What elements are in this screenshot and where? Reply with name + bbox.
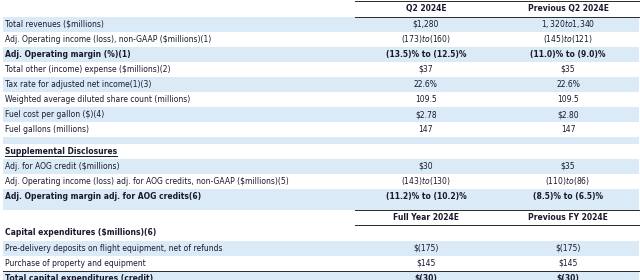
Text: Total other (income) expense ($millions)(2): Total other (income) expense ($millions)… [5,65,171,74]
Bar [3,17,639,32]
Bar [3,189,639,204]
Text: Capital expenditures ($millions)(6): Capital expenditures ($millions)(6) [5,228,156,237]
Text: Weighted average diluted share count (millions): Weighted average diluted share count (mi… [5,95,190,104]
Text: Purchase of property and equipment: Purchase of property and equipment [5,259,146,268]
Text: 22.6%: 22.6% [414,80,438,89]
Bar [3,92,639,107]
Text: Q2 2024E: Q2 2024E [406,4,446,13]
Text: $(145) to $(121): $(145) to $(121) [543,33,593,45]
Text: 147: 147 [419,125,433,134]
Bar [3,210,639,225]
Text: $145: $145 [558,259,578,268]
Bar [3,256,639,271]
Text: $35: $35 [561,65,575,74]
Text: Supplemental Disclosures: Supplemental Disclosures [5,147,117,156]
Text: $2.80: $2.80 [557,110,579,119]
Text: Tax rate for adjusted net income(1)(3): Tax rate for adjusted net income(1)(3) [5,80,152,89]
Text: ($110) to $(86): ($110) to $(86) [545,176,591,187]
Text: (11.0)% to (9.0)%: (11.0)% to (9.0)% [531,50,605,59]
Text: Adj. Operating margin (%)(1): Adj. Operating margin (%)(1) [5,50,131,59]
Bar [3,1,639,17]
Bar [3,241,639,256]
Text: Full Year 2024E: Full Year 2024E [393,213,459,222]
Text: Previous Q2 2024E: Previous Q2 2024E [527,4,609,13]
Bar [3,137,639,144]
Text: $37: $37 [419,65,433,74]
Text: $(175): $(175) [556,244,580,253]
Bar [3,62,639,77]
Text: Pre-delivery deposits on flight equipment, net of refunds: Pre-delivery deposits on flight equipmen… [5,244,223,253]
Text: $35: $35 [561,162,575,171]
Bar [3,122,639,137]
Text: Adj. Operating income (loss), non-GAAP ($millions)(1): Adj. Operating income (loss), non-GAAP (… [5,35,211,44]
Text: $1,280: $1,280 [413,20,439,29]
Text: Adj. Operating margin adj. for AOG credits(6): Adj. Operating margin adj. for AOG credi… [5,192,201,201]
Text: $30: $30 [419,162,433,171]
Text: Total capital expenditures (credit): Total capital expenditures (credit) [5,274,153,280]
Bar [3,271,639,280]
Bar [3,174,639,189]
Text: Fuel gallons (millions): Fuel gallons (millions) [5,125,89,134]
Text: $(30): $(30) [415,274,437,280]
Bar [3,77,639,92]
Text: Previous FY 2024E: Previous FY 2024E [528,213,608,222]
Text: $1,320 to $1,340: $1,320 to $1,340 [541,18,595,30]
Text: $145: $145 [416,259,436,268]
Bar [3,107,639,122]
Text: (8.5)% to (6.5)%: (8.5)% to (6.5)% [533,192,603,201]
Text: Adj. Operating income (loss) adj. for AOG credits, non-GAAP ($millions)(5): Adj. Operating income (loss) adj. for AO… [5,177,289,186]
Text: (11.2)% to (10.2)%: (11.2)% to (10.2)% [385,192,467,201]
Text: (13.5)% to (12.5)%: (13.5)% to (12.5)% [386,50,466,59]
Bar [3,47,639,62]
Bar [3,32,639,47]
Text: $2.78: $2.78 [415,110,436,119]
Bar [3,204,639,210]
Text: 147: 147 [561,125,575,134]
Text: $(175): $(175) [413,244,438,253]
Text: $(173) to $(160): $(173) to $(160) [401,33,451,45]
Text: Total revenues ($millions): Total revenues ($millions) [5,20,104,29]
Text: Fuel cost per gallon ($)(4): Fuel cost per gallon ($)(4) [5,110,104,119]
Bar [3,144,639,159]
Text: $(30): $(30) [557,274,579,280]
Text: ($143) to ($130): ($143) to ($130) [401,176,451,187]
Bar [3,159,639,174]
Bar [3,225,639,241]
Text: Adj. for AOG credit ($millions): Adj. for AOG credit ($millions) [5,162,120,171]
Text: 109.5: 109.5 [415,95,436,104]
Text: 109.5: 109.5 [557,95,579,104]
Text: 22.6%: 22.6% [556,80,580,89]
